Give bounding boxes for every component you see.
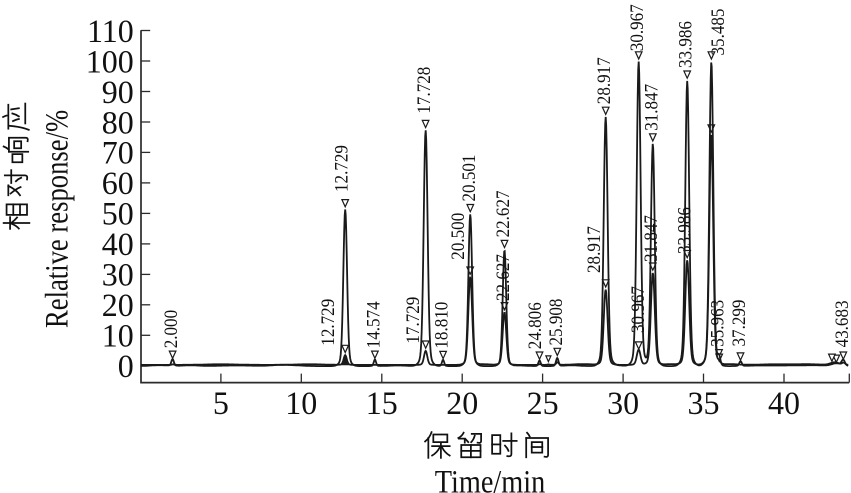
svg-text:40: 40	[102, 227, 134, 264]
svg-text:28.917: 28.917	[583, 226, 604, 273]
svg-text:50: 50	[102, 196, 134, 233]
svg-text:37.299: 37.299	[728, 300, 749, 347]
svg-text:20: 20	[102, 288, 134, 325]
svg-text:10: 10	[285, 385, 317, 422]
svg-text:20: 20	[446, 385, 478, 422]
svg-text:35: 35	[687, 385, 719, 422]
svg-text:17.728: 17.728	[413, 67, 434, 114]
svg-text:2.000: 2.000	[160, 310, 181, 348]
svg-text:5: 5	[213, 385, 229, 422]
svg-text:33.986: 33.986	[675, 21, 696, 68]
svg-text:12.729: 12.729	[331, 145, 352, 192]
svg-text:24.806: 24.806	[524, 302, 545, 349]
svg-text:Relative response/%: Relative response/%	[40, 110, 75, 328]
svg-text:30: 30	[607, 385, 639, 422]
svg-text:31.847: 31.847	[640, 84, 661, 131]
svg-text:17.729: 17.729	[402, 297, 423, 344]
svg-text:20.501: 20.501	[458, 155, 479, 202]
svg-text:22.627: 22.627	[492, 254, 513, 301]
svg-text:25: 25	[527, 385, 559, 422]
svg-text:20.500: 20.500	[447, 213, 468, 260]
svg-text:70: 70	[102, 135, 134, 172]
svg-text:35.485: 35.485	[707, 9, 728, 56]
svg-text:100: 100	[86, 44, 134, 81]
svg-text:10: 10	[102, 318, 134, 355]
svg-text:60: 60	[102, 166, 134, 203]
svg-text:30.967: 30.967	[627, 286, 648, 333]
svg-text:90: 90	[102, 74, 134, 111]
svg-text:43.683: 43.683	[831, 300, 851, 347]
svg-text:80: 80	[102, 105, 134, 142]
svg-text:22.627: 22.627	[492, 190, 513, 237]
svg-text:33.986: 33.986	[673, 207, 694, 254]
svg-text:0: 0	[118, 349, 134, 386]
svg-text:40: 40	[768, 385, 800, 422]
svg-text:15: 15	[366, 385, 398, 422]
svg-text:18.810: 18.810	[431, 302, 452, 349]
svg-text:25.908: 25.908	[545, 299, 566, 346]
svg-text:30: 30	[102, 257, 134, 294]
svg-text:28.917: 28.917	[593, 57, 614, 104]
svg-text:14.574: 14.574	[362, 301, 383, 348]
svg-text:31.847: 31.847	[640, 215, 661, 262]
svg-text:30.967: 30.967	[626, 4, 647, 51]
svg-text:110: 110	[87, 13, 134, 50]
svg-text:35.963: 35.963	[707, 300, 728, 347]
svg-text:12.729: 12.729	[317, 299, 338, 346]
svg-text:Time/min: Time/min	[435, 464, 546, 493]
